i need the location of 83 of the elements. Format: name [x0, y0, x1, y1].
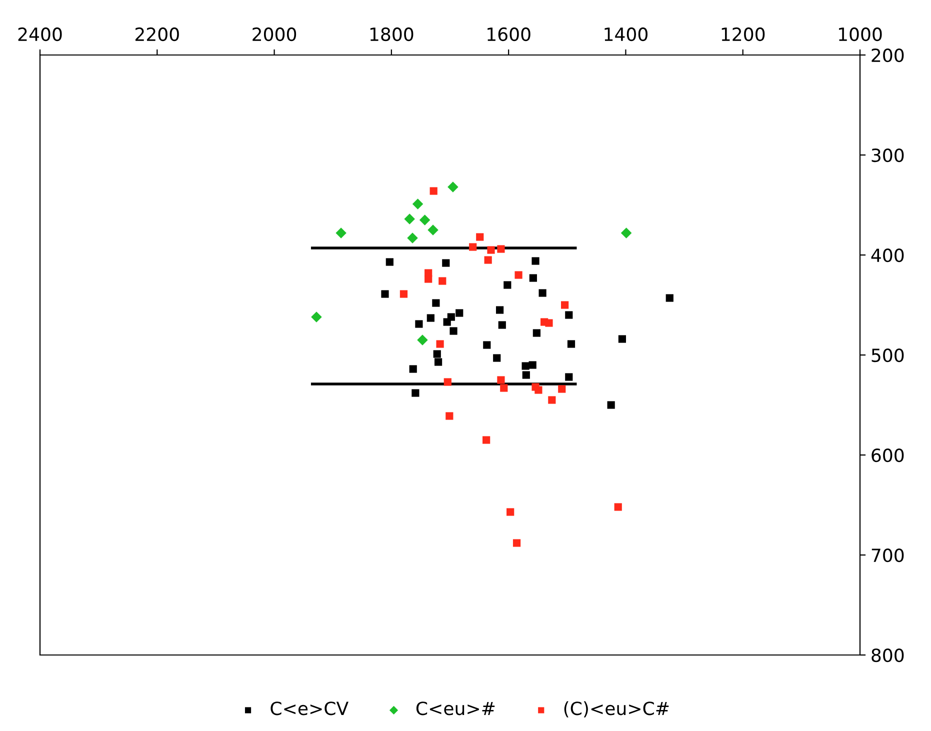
point [666, 294, 674, 302]
point [497, 376, 505, 384]
point [417, 334, 428, 346]
x-tick-label: 2400 [18, 27, 62, 42]
legend-label: C<e>CV [270, 702, 348, 716]
point [433, 350, 441, 358]
point [548, 396, 556, 404]
point [381, 290, 389, 298]
x-tick-label: 2200 [135, 27, 179, 42]
point [500, 384, 508, 392]
point [442, 259, 450, 267]
x-tick-label: 1200 [722, 27, 765, 42]
point [428, 224, 438, 236]
point [412, 198, 424, 210]
x-tick-label: 1800 [370, 27, 414, 42]
point [438, 277, 446, 285]
y-tick-label: 200 [872, 48, 904, 62]
point [432, 299, 440, 307]
point [448, 182, 458, 192]
point [412, 389, 420, 397]
x-tick-label: 1400 [604, 27, 648, 42]
x-tick-label: 1600 [488, 27, 530, 42]
point [493, 354, 501, 362]
legend-label: C<eu># [416, 702, 495, 716]
point [443, 318, 451, 326]
point [534, 386, 542, 394]
point [506, 508, 514, 516]
x-tick-label: 2000 [252, 27, 296, 42]
point [614, 503, 622, 511]
point [336, 228, 346, 238]
y-tick-label: 600 [872, 448, 904, 462]
point [424, 275, 432, 283]
point [618, 335, 626, 343]
point [426, 314, 434, 322]
y-tick-label: 500 [872, 348, 904, 362]
point [565, 311, 573, 319]
point [476, 233, 484, 241]
point [498, 321, 506, 329]
point [484, 256, 492, 264]
point [311, 312, 322, 322]
point [532, 257, 540, 265]
point [620, 228, 632, 238]
point [522, 371, 530, 379]
point [430, 187, 438, 195]
point [409, 365, 417, 373]
point [565, 373, 573, 381]
point [560, 301, 569, 309]
point [444, 378, 452, 386]
point [400, 290, 408, 298]
point [446, 412, 454, 420]
y-tick-label: 400 [871, 248, 904, 262]
legend-label: (C)<eu>C# [564, 701, 669, 718]
point [532, 329, 540, 337]
point [558, 385, 566, 393]
point [386, 258, 394, 266]
point [514, 271, 522, 279]
point [497, 245, 505, 253]
point [482, 436, 490, 444]
point [450, 327, 458, 335]
point [545, 319, 553, 327]
point [419, 214, 430, 226]
point [522, 362, 530, 370]
point [436, 340, 444, 348]
point [487, 246, 495, 254]
x-tick-label: 1000 [839, 27, 882, 42]
point [528, 361, 536, 369]
point [415, 320, 423, 328]
point [567, 340, 576, 348]
point [469, 243, 477, 251]
y-tick-label: 800 [872, 648, 904, 662]
point [538, 289, 546, 297]
point [496, 306, 504, 314]
y-tick-label: 300 [872, 148, 904, 162]
point [483, 341, 491, 349]
point [504, 281, 512, 289]
point [456, 309, 464, 317]
point [434, 358, 442, 366]
point [607, 401, 615, 409]
point [407, 232, 418, 244]
y-tick-label: 700 [872, 548, 904, 562]
point [529, 274, 537, 282]
point [404, 214, 415, 224]
point [512, 539, 521, 547]
